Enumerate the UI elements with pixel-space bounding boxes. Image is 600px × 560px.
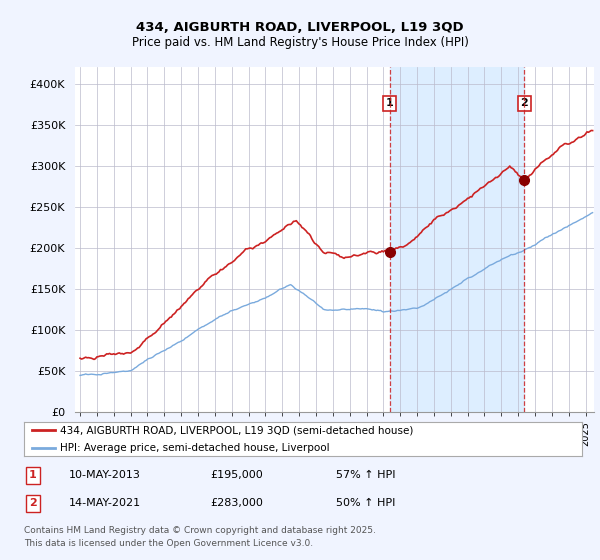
Text: HPI: Average price, semi-detached house, Liverpool: HPI: Average price, semi-detached house,… — [60, 443, 330, 452]
Text: 1: 1 — [29, 470, 37, 480]
Bar — [389, 67, 524, 412]
Text: 2: 2 — [521, 99, 528, 109]
Text: 14-MAY-2021: 14-MAY-2021 — [69, 498, 141, 508]
Text: Price paid vs. HM Land Registry's House Price Index (HPI): Price paid vs. HM Land Registry's House … — [131, 36, 469, 49]
Text: £283,000: £283,000 — [210, 498, 263, 508]
Text: £195,000: £195,000 — [210, 470, 263, 480]
Text: 57% ↑ HPI: 57% ↑ HPI — [336, 470, 395, 480]
Text: 1: 1 — [386, 99, 394, 109]
Text: 50% ↑ HPI: 50% ↑ HPI — [336, 498, 395, 508]
Text: 10-MAY-2013: 10-MAY-2013 — [69, 470, 141, 480]
Text: 2: 2 — [29, 498, 37, 508]
Text: Contains HM Land Registry data © Crown copyright and database right 2025.
This d: Contains HM Land Registry data © Crown c… — [24, 526, 376, 548]
Text: 434, AIGBURTH ROAD, LIVERPOOL, L19 3QD: 434, AIGBURTH ROAD, LIVERPOOL, L19 3QD — [136, 21, 464, 34]
Text: 434, AIGBURTH ROAD, LIVERPOOL, L19 3QD (semi-detached house): 434, AIGBURTH ROAD, LIVERPOOL, L19 3QD (… — [60, 426, 413, 435]
